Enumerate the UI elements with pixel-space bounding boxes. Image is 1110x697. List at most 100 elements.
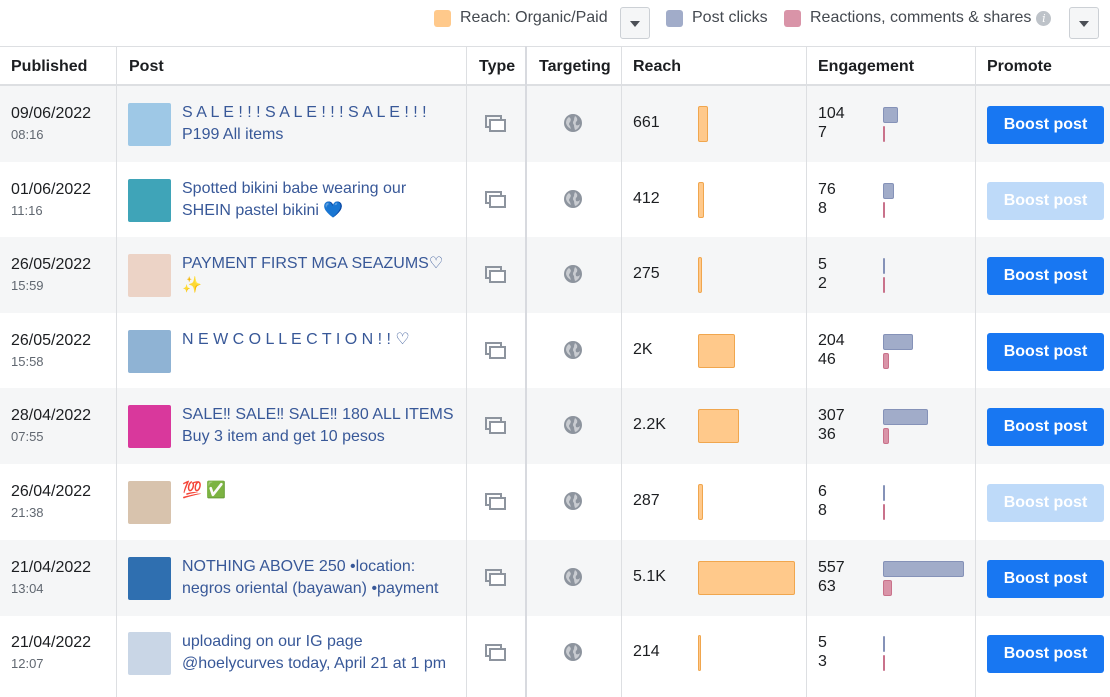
column-targeting[interactable]: Targeting [539,58,611,75]
legend-reactions-label: Reactions, comments & shares [810,9,1032,26]
column-promote[interactable]: Promote [987,58,1052,75]
post-clicks-value: 557 [818,559,845,576]
info-icon[interactable]: i [1036,10,1052,26]
post-clicks-value: 76 [818,181,836,198]
reactions-value: 8 [818,200,827,217]
post-text-link[interactable]: SALE‼ SALE‼ SALE‼ 180 ALL ITEMS Buy 3 it… [182,406,454,445]
post-text-link[interactable]: NOTHING ABOVE 250 •location: negros orie… [182,558,439,597]
boost-post-button[interactable]: Boost post [987,106,1104,144]
published-time: 11:16 [11,203,43,218]
globe-icon [564,114,582,132]
reach-value: 287 [633,492,660,509]
reactions-bar [883,353,889,369]
boost-post-button[interactable]: Boost post [987,635,1104,673]
post-clicks-value: 5 [818,256,827,273]
published-date: 21/04/2022 [11,634,92,651]
post-thumbnail[interactable] [128,330,171,373]
engagement-dropdown-button[interactable] [1069,7,1099,39]
photo-type-icon [485,569,506,586]
reach-value: 275 [633,265,660,282]
column-post[interactable]: Post [129,58,164,75]
post-clicks-bar [883,107,898,123]
table-row[interactable]: 09/06/2022 08:16 S A L E ! ! ! S A L E !… [0,86,1110,162]
reach-value: 2K [633,341,653,358]
reach-bar [698,561,795,595]
reactions-bar [883,126,885,142]
column-published[interactable]: Published [11,58,88,75]
reactions-value: 63 [818,578,836,595]
globe-icon [564,190,582,208]
post-thumbnail[interactable] [128,557,171,600]
published-date: 26/05/2022 [11,332,92,349]
table-row[interactable]: 26/05/2022 15:59 PAYMENT FIRST MGA SEAZU… [0,237,1110,313]
reach-swatch [434,9,451,27]
reach-dropdown-button[interactable] [620,7,650,39]
reactions-value: 7 [818,124,827,141]
published-date: 21/04/2022 [11,559,92,576]
boost-post-button[interactable]: Boost post [987,333,1104,371]
table-row[interactable]: 26/04/2022 21:38 💯 ✅ 287 6 8 Boost post [0,464,1110,540]
photo-type-icon [485,266,506,283]
reach-bar [698,409,739,443]
column-type[interactable]: Type [479,58,516,75]
published-time: 12:07 [11,656,44,671]
reactions-bar [883,202,885,218]
published-time: 08:16 [11,127,44,142]
post-clicks-bar [883,561,964,577]
post-thumbnail[interactable] [128,481,171,524]
post-text-link[interactable]: uploading on our IG page @hoelycurves to… [182,633,447,672]
reactions-value: 2 [818,275,827,292]
photo-type-icon [485,493,506,510]
reach-value: 412 [633,190,660,207]
post-thumbnail[interactable] [128,405,171,448]
boost-post-button[interactable]: Boost post [987,257,1104,295]
chevron-down-icon [1079,21,1089,27]
globe-icon [564,265,582,283]
globe-icon [564,492,582,510]
column-engagement[interactable]: Engagement [818,58,915,75]
post-thumbnail[interactable] [128,632,171,675]
table-row[interactable]: 21/04/2022 12:07 uploading on our IG pag… [0,615,1110,691]
legend-reactions: Reactions, comments & shares i [784,7,1052,29]
globe-icon [564,568,582,586]
table-row[interactable]: 01/06/2022 11:16 Spotted bikini babe wea… [0,162,1110,238]
reactions-bar [883,504,885,520]
boost-post-button[interactable]: Boost post [987,484,1104,522]
reach-value: 2.2K [633,416,666,433]
boost-post-button[interactable]: Boost post [987,182,1104,220]
column-reach[interactable]: Reach [633,58,682,75]
post-text-link[interactable]: Spotted bikini babe wearing our SHEIN pa… [182,180,407,219]
table-row[interactable]: 21/04/2022 13:04 NOTHING ABOVE 250 •loca… [0,540,1110,616]
post-thumbnail[interactable] [128,103,171,146]
legend-reach-label: Reach: Organic/Paid [460,9,608,26]
table-row[interactable]: 28/04/2022 07:55 SALE‼ SALE‼ SALE‼ 180 A… [0,388,1110,464]
column-divider [525,46,527,697]
table-row[interactable]: 26/05/2022 15:58 N E W C O L L E C T I O… [0,313,1110,389]
globe-icon [564,341,582,359]
boost-post-button[interactable]: Boost post [987,560,1104,598]
chevron-down-icon [630,21,640,27]
post-text-link[interactable]: PAYMENT FIRST MGA SEAZUMS♡ ✨ [182,255,444,294]
reactions-bar [883,655,885,671]
post-text-link[interactable]: S A L E ! ! ! S A L E ! ! ! S A L E ! ! … [182,104,427,143]
reach-value: 214 [633,643,660,660]
post-thumbnail[interactable] [128,179,171,222]
post-clicks-value: 104 [818,105,845,122]
reactions-bar [883,428,889,444]
post-clicks-bar [883,183,894,199]
chart-legend: Reach: Organic/Paid Post clicks Reaction… [0,0,1110,46]
post-clicks-bar [883,334,913,350]
published-date: 28/04/2022 [11,407,92,424]
column-divider [116,46,117,697]
post-text-link[interactable]: N E W C O L L E C T I O N ! ! ♡ [182,331,410,348]
published-date: 26/04/2022 [11,483,92,500]
legend-clicks: Post clicks [666,7,768,29]
post-thumbnail[interactable] [128,254,171,297]
published-date: 26/05/2022 [11,256,92,273]
reach-bar [698,635,701,671]
published-time: 13:04 [11,581,44,596]
photo-type-icon [485,115,506,132]
boost-post-button[interactable]: Boost post [987,408,1104,446]
post-text-link[interactable]: 💯 ✅ [182,482,227,499]
globe-icon [564,416,582,434]
